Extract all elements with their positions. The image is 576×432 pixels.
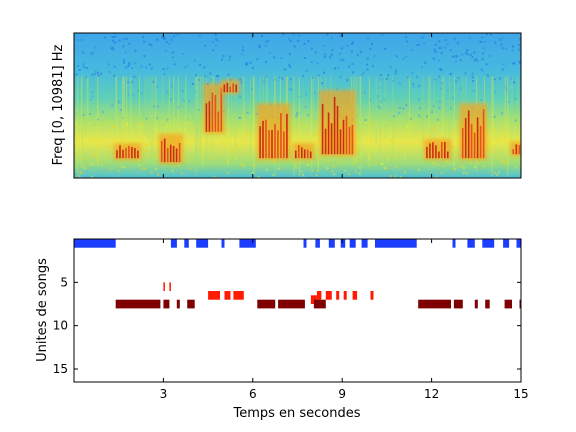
song-unit-segment [316,291,322,300]
song-units-frame [73,238,522,383]
spectrogram-hot-region [113,142,142,161]
song-units-x-axis-label: Temps en secondes [232,406,360,421]
song-unit-segment [482,239,495,248]
song-unit-segment [187,299,195,309]
spectrogram-hot-region [292,142,315,161]
song-units-y-axis-label: Unites de songs [35,258,50,362]
song-unit-segment [325,291,332,300]
song-unit-segment [504,299,512,309]
spectrogram-hot-region [203,83,225,134]
song-unit-segment [208,291,220,300]
song-unit-segment [224,291,231,300]
song-unit-series [208,291,374,300]
song-units-ticks: 3 6 9 12 15 5 10 15 [53,239,529,401]
song-units-x-tick-label: 15 [513,387,528,401]
song-unit-segment [352,291,358,300]
song-unit-segment [343,291,347,300]
song-unit-segment [221,239,225,248]
song-units-y-tick-label: 10 [53,319,68,333]
song-units-marks [74,239,521,309]
song-unit-segment [315,239,320,248]
spectrogram-frame [73,32,522,179]
song-unit-segment [184,239,189,248]
song-unit-segment [349,239,356,248]
spectrogram-marks [74,33,521,178]
song-unit-segment [519,299,521,309]
song-unit-segment [328,239,335,248]
song-unit-segment [163,282,165,291]
song-unit-segment [467,239,475,248]
song-unit-segment [310,295,317,304]
song-unit-segment [375,239,417,248]
song-unit-series [74,239,521,248]
song-units-plot-area [74,239,521,382]
song-unit-segment [233,291,244,300]
song-unit-segment [453,299,463,309]
song-units-y-tick-label: 5 [60,275,68,289]
song-unit-segment [516,239,521,248]
spectrogram-hot-region [423,139,452,161]
song-unit-segment [485,299,490,309]
spectrogram-hot-region [510,141,521,157]
song-unit-segment [474,299,478,309]
song-units-y-tick-label: 15 [53,362,68,376]
song-units-x-tick-label: 6 [249,387,257,401]
song-unit-segment [370,291,374,300]
song-unit-segment [163,299,170,309]
song-unit-segment [303,239,307,248]
song-unit-series [115,299,521,309]
song-unit-segment [418,299,451,309]
spectrogram-hot-region [221,79,240,95]
song-unit-segment [170,239,177,248]
song-units-panel: 3 6 9 12 15 5 10 15 Temps en secondes Unites de… [35,238,529,421]
song-unit-segment [340,239,346,248]
song-units-x-tick-label: 9 [338,387,346,401]
spectrogram-hot-region [459,103,488,161]
spectrogram-y-axis-label: Freq [0, 10981] Hz [51,44,66,165]
song-unit-segment [503,239,510,248]
song-unit-series [163,282,171,291]
spectrogram-hot-region [158,133,184,165]
song-unit-segment [452,239,456,248]
song-units-x-tick-label: 12 [424,387,439,401]
spectrogram-hot-region [256,103,291,161]
song-unit-segment [336,291,340,300]
song-unit-segment [74,239,116,248]
song-unit-segment [278,299,305,309]
song-unit-segment [361,239,368,248]
song-unit-segment [239,239,256,248]
spectrogram-panel: Freq [0, 10981] Hz [51,32,522,179]
song-unit-segment [176,299,180,309]
spectrogram-ticks [162,33,522,178]
song-unit-segment [169,282,171,291]
spectrogram-hot-region [319,90,357,157]
song-units-x-tick-label: 3 [160,387,168,401]
song-unit-series [310,295,317,304]
song-unit-segment [115,299,161,309]
song-unit-segment [196,239,209,248]
song-unit-segment [257,299,276,309]
song-unit-segment [313,299,326,309]
